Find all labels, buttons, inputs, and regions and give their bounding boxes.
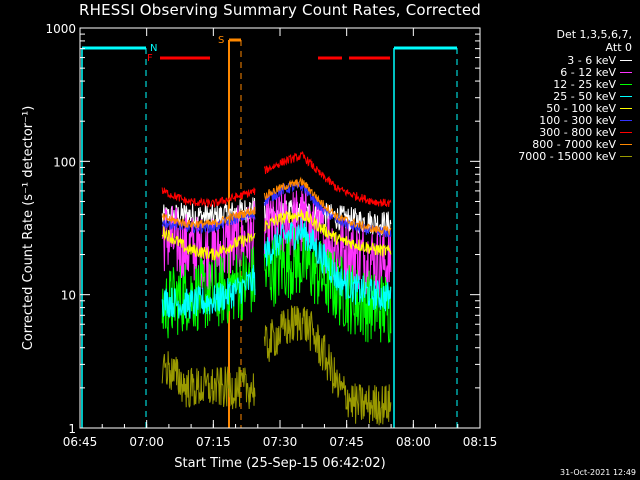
x-tick-label: 07:45 [329, 435, 364, 449]
flag-label-f: F [147, 53, 153, 64]
legend-entry-label: 7000 - 15000 keV [518, 149, 616, 163]
legend-entry-label: 50 - 100 keV [546, 101, 616, 115]
x-tick-label: 07:30 [263, 435, 298, 449]
legend-entry-label: 800 - 7000 keV [532, 137, 616, 151]
x-axis-label: Start Time (25-Sep-15 06:42:02) [174, 456, 385, 471]
series-line-7 [161, 206, 256, 229]
legend-entry: 12 - 25 keV [462, 77, 632, 91]
y-axis-label: Corrected Count Rate (s⁻¹ detector⁻¹) [21, 106, 36, 351]
legend-entry: 800 - 7000 keV [462, 137, 632, 151]
legend-entry: 25 - 50 keV [462, 89, 632, 103]
y-tick-label: 1000 [45, 22, 76, 36]
series-line-6 [161, 187, 256, 208]
x-tick-label: 06:45 [63, 435, 98, 449]
series-line-3 [263, 217, 392, 312]
legend-entry: 300 - 800 keV [462, 125, 632, 139]
x-tick-label: 07:15 [196, 435, 231, 449]
legend-entry-label: 100 - 300 keV [539, 113, 616, 127]
x-tick-label: 08:00 [396, 435, 431, 449]
axes-layer: 06:45 07:00 07:15 07:30 07:45 08:00 08:15 1 10 10… [45, 22, 497, 449]
series-layer [161, 150, 392, 426]
series-line-4 [161, 226, 256, 261]
legend-swatch [620, 83, 632, 85]
legend-entry-label: 3 - 6 keV [567, 53, 616, 67]
timestamp: 31-Oct-2021 12:49 [560, 468, 636, 477]
legend-entry: 3 - 6 keV [462, 53, 632, 67]
y-tick-label: 1 [68, 422, 76, 436]
series-line-6 [263, 150, 392, 208]
series-line-3 [161, 264, 256, 319]
series-line-2 [263, 227, 392, 344]
flag-label-s: S [218, 35, 224, 46]
legend-swatch [620, 143, 632, 145]
y-tick-label: 100 [53, 155, 76, 169]
legend-entry: 100 - 300 keV [462, 113, 632, 127]
legend-swatch [620, 131, 632, 133]
legend-header-line-1: Det 1,3,5,6,7, [556, 28, 632, 41]
legend-entry: 50 - 100 keV [462, 101, 632, 115]
legend-entries: 3 - 6 keV 6 - 12 keV 12 - 25 keV 25 - 50 ke… [462, 53, 632, 163]
legend-entry-label: 6 - 12 keV [560, 65, 616, 79]
flags-layer: NF S [81, 35, 458, 428]
legend-swatch [620, 59, 632, 61]
x-tick-label: 08:15 [463, 435, 498, 449]
legend-entry-label: 25 - 50 keV [553, 89, 616, 103]
legend-entry-label: 300 - 800 keV [539, 125, 616, 139]
legend-entry: 7000 - 15000 keV [462, 149, 632, 163]
legend-swatch [620, 95, 632, 97]
series-line-8 [263, 305, 392, 426]
legend-swatch [620, 155, 632, 157]
series-line-4 [263, 208, 392, 257]
legend-entry-label: 12 - 25 keV [553, 77, 616, 91]
series-line-8 [161, 351, 256, 410]
legend-header-line-2: Att 0 [605, 41, 632, 54]
legend-swatch [620, 71, 632, 73]
legend-swatch [620, 119, 632, 121]
series-line-7 [263, 176, 392, 236]
series-line-2 [161, 246, 256, 339]
chart-title: RHESSI Observing Summary Count Rates, Co… [78, 1, 481, 19]
x-tick-label: 07:00 [129, 435, 164, 449]
legend-swatch [620, 107, 632, 109]
legend-entry: 6 - 12 keV [462, 65, 632, 79]
y-tick-label: 10 [61, 289, 76, 303]
legend: Det 1,3,5,6,7, Att 0 3 - 6 keV 6 - 12 keV… [462, 28, 632, 163]
flag-label-n: N [150, 43, 157, 54]
